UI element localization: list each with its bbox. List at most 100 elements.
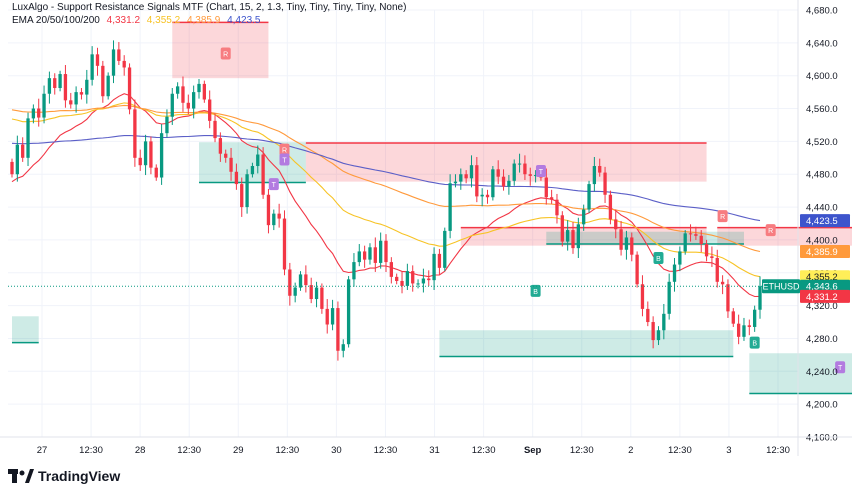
candle-body bbox=[683, 233, 687, 252]
indicator-legend[interactable]: LuxAlgo - Support Resistance Signals MTF… bbox=[12, 2, 410, 13]
candle-body bbox=[678, 251, 682, 265]
signal-badge bbox=[279, 143, 290, 156]
price-tick-label: 4,560.0 bbox=[806, 104, 838, 115]
ema-legend[interactable]: EMA 20/50/100/200 4,331.2 4,355.2 4,385.… bbox=[12, 15, 264, 26]
candle-body bbox=[507, 180, 511, 187]
candle-body bbox=[208, 99, 212, 121]
support-zone bbox=[749, 353, 852, 394]
time-tick-label: 12:30 bbox=[570, 445, 594, 456]
grid bbox=[8, 9, 798, 438]
candle-body bbox=[31, 108, 36, 119]
candle-body bbox=[726, 284, 730, 312]
signal-badge bbox=[835, 361, 846, 374]
price-label-bg bbox=[800, 279, 850, 293]
signal-marker: T bbox=[535, 164, 546, 177]
candle-body bbox=[491, 169, 495, 198]
candle-body bbox=[336, 308, 340, 351]
price-label-text: 4,355.2 bbox=[806, 272, 838, 283]
candle-body bbox=[85, 79, 89, 95]
candle-body bbox=[694, 234, 698, 236]
candle-body bbox=[758, 286, 762, 310]
candle-body bbox=[437, 253, 442, 268]
support-zone bbox=[12, 316, 39, 343]
tradingview-logo[interactable]: TradingView bbox=[8, 467, 120, 485]
price-label-text: 4,343.6 bbox=[806, 282, 838, 293]
support-resistance-zones bbox=[12, 21, 852, 395]
signal-badge bbox=[530, 284, 541, 297]
candle-body bbox=[357, 251, 361, 263]
candle-body bbox=[560, 215, 564, 242]
candle-body bbox=[587, 184, 591, 210]
ema-line-200 bbox=[11, 134, 761, 222]
candle-body bbox=[373, 247, 377, 263]
candle-body bbox=[405, 271, 410, 286]
signal-badge bbox=[220, 47, 231, 60]
candle-body bbox=[165, 116, 169, 134]
candle-body bbox=[58, 74, 62, 89]
price-label-bg bbox=[800, 289, 850, 303]
price-label-text: 4,423.5 bbox=[806, 216, 838, 227]
candle-body bbox=[571, 230, 575, 249]
price-tick-label: 4,520.0 bbox=[806, 137, 838, 148]
candle-body bbox=[592, 166, 597, 185]
signal-marker: R bbox=[220, 47, 231, 60]
candle-body bbox=[330, 308, 335, 325]
candle-body bbox=[485, 194, 490, 198]
candle-body bbox=[662, 313, 666, 331]
ema-line-100 bbox=[11, 104, 761, 253]
candle-body bbox=[37, 108, 41, 118]
candle-body bbox=[234, 171, 239, 185]
ema-title[interactable]: EMA 20/50/100/200 bbox=[12, 15, 100, 26]
candle-body bbox=[63, 74, 68, 101]
candle-body bbox=[555, 199, 559, 216]
signal-badge bbox=[717, 210, 728, 223]
candle-body bbox=[469, 165, 474, 179]
candle-body bbox=[304, 274, 308, 286]
price-label-text: 4,331.2 bbox=[806, 292, 838, 303]
candle-body bbox=[523, 163, 527, 175]
time-tick-label: 28 bbox=[135, 445, 146, 456]
candle-body bbox=[117, 49, 121, 61]
time-axis: 27 12:30 28 12:30 29 12:30 30 12:30 31 12:30 Sep 12… bbox=[0, 436, 852, 456]
price-label-text: 4,385.9 bbox=[806, 247, 838, 258]
candle-body bbox=[197, 83, 201, 93]
candles bbox=[10, 40, 762, 361]
time-tick-label: 29 bbox=[233, 445, 244, 456]
candle-body bbox=[646, 308, 650, 323]
candle-body bbox=[79, 92, 84, 95]
candle-body bbox=[282, 218, 287, 270]
candle-body bbox=[21, 144, 25, 158]
candle-body bbox=[26, 118, 30, 158]
symbol-label-text: ETHUSD bbox=[762, 282, 800, 292]
resistance-zone bbox=[717, 227, 852, 246]
signal-marker: T bbox=[835, 361, 846, 374]
candle-body bbox=[501, 176, 506, 187]
ema50-value: 4,355.2 bbox=[146, 15, 181, 26]
candle-body bbox=[101, 65, 105, 97]
candle-body bbox=[127, 67, 132, 110]
time-tick-label: 2 bbox=[628, 445, 633, 456]
candle-body bbox=[352, 262, 356, 280]
candle-body bbox=[106, 75, 110, 97]
candle-body bbox=[704, 244, 709, 257]
signal-letter: B bbox=[656, 256, 661, 263]
candle-body bbox=[630, 237, 634, 255]
time-tick-label: Sep bbox=[524, 445, 542, 456]
candle-body bbox=[53, 78, 57, 89]
candle-body bbox=[464, 174, 468, 179]
signal-marker: B bbox=[653, 251, 664, 264]
candle-body bbox=[224, 153, 228, 158]
candle-body bbox=[549, 197, 554, 200]
candle-body bbox=[576, 224, 580, 249]
candle-body bbox=[747, 325, 751, 327]
price-tick-label: 4,640.0 bbox=[806, 38, 838, 49]
candle-body bbox=[667, 281, 671, 314]
price-tick-label: 4,200.0 bbox=[806, 400, 838, 411]
candle-body bbox=[320, 287, 324, 309]
indicator-title[interactable]: LuxAlgo - Support Resistance Signals MTF… bbox=[12, 2, 407, 13]
price-label-bg bbox=[800, 245, 850, 259]
tradingview-icon bbox=[8, 469, 34, 483]
